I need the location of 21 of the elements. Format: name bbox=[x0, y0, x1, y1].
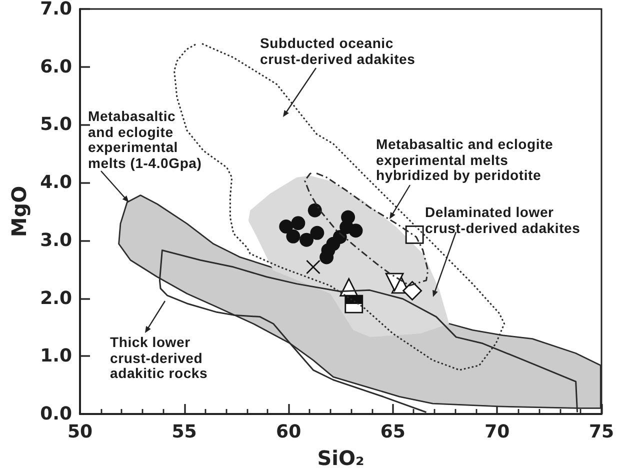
x-axis-title: SiO₂ bbox=[317, 446, 364, 470]
y-tick-label: 1.0 bbox=[40, 346, 72, 367]
x-tick-label: 60 bbox=[276, 422, 302, 442]
y-axis-title: MgO bbox=[7, 186, 32, 238]
x-tick-label: 70 bbox=[484, 422, 510, 442]
x-tick-label: 55 bbox=[172, 422, 197, 442]
y-tick-label: 5.0 bbox=[40, 114, 72, 136]
y-tick-label: 2.0 bbox=[40, 288, 72, 309]
annotation: Metabasaltic and eclogite experimental melts hybridized by peridotite bbox=[376, 136, 554, 184]
x-tick-label: 65 bbox=[380, 422, 406, 442]
y-tick-label: 6.0 bbox=[40, 56, 72, 78]
x-tick-label: 50 bbox=[67, 422, 93, 442]
annotation: Thick lower crust-derived adakitic rocks bbox=[110, 334, 208, 382]
y-tick-label: 4.0 bbox=[40, 172, 72, 194]
annotation: Metabasaltic and eclogite experimental melts (1-4.0Gpa) bbox=[88, 108, 202, 171]
y-tick-label: 7.0 bbox=[40, 0, 72, 20]
y-tick-label: 3.0 bbox=[40, 230, 72, 251]
annotation: Delaminated lower crust-derived adakites bbox=[425, 204, 580, 236]
annotation: Subducted oceanic crust-derived adakites bbox=[260, 35, 416, 67]
x-tick-label: 75 bbox=[588, 422, 614, 442]
y-tick-label: 0.0 bbox=[40, 404, 72, 424]
